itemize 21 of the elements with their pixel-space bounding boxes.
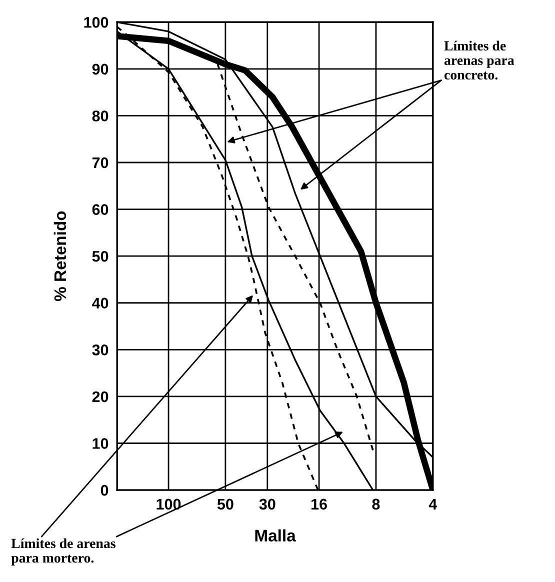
y-tick-label: 60 [92,204,108,215]
y-tick-label: 50 [92,250,108,262]
y-tick-label: 40 [92,298,108,309]
y-tick-label: 30 [92,344,108,356]
x-tick-label: 30 [259,498,276,510]
y-tick-label: 10 [92,438,108,449]
x-axis-title: Malla [255,529,296,542]
y-tick-label: 80 [92,110,108,122]
y-tick-label: 70 [92,157,108,168]
y-tick-label: 20 [92,391,108,402]
y-tick-label: 0 [100,484,108,496]
text: Límites de arenas para concreto. [444,40,514,80]
y-tick-label: 90 [92,64,108,75]
text: Límites de arenas para mortero. [11,538,116,566]
y-tick-label: 100 [84,16,108,28]
y-axis-title: % Retenido [54,211,66,302]
x-tick-label: 100 [156,498,181,510]
x-tick-label: 50 [217,498,234,510]
x-tick-label: 8 [372,498,380,510]
x-tick-label: 4 [428,498,438,510]
x-tick-label: 16 [312,498,327,510]
